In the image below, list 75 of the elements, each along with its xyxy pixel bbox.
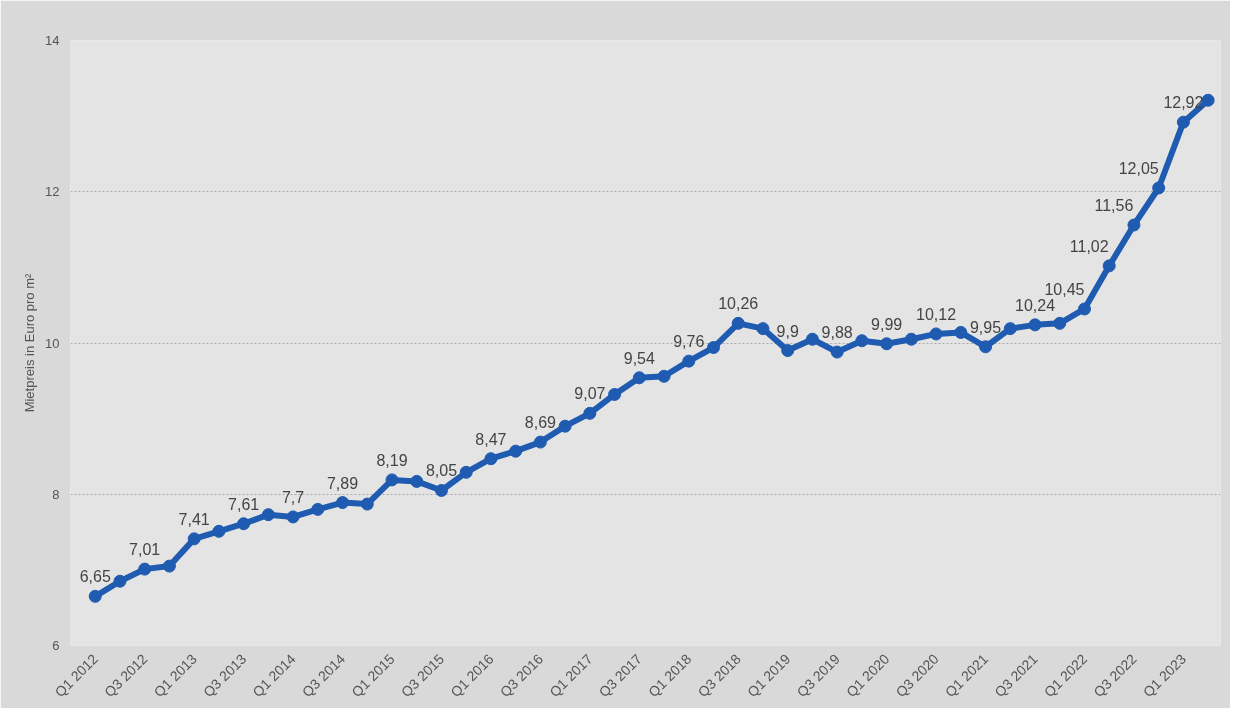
point: [1127, 218, 1141, 232]
point: [286, 510, 300, 524]
point: [212, 524, 226, 538]
point: [1077, 302, 1091, 316]
data-label: 10,26: [718, 295, 759, 313]
point: [459, 465, 473, 479]
point: [855, 334, 869, 348]
y-axis-title: Mietpreis in Euro pro m²: [22, 272, 38, 413]
point: [1003, 322, 1017, 336]
point: [781, 344, 795, 358]
point: [608, 387, 622, 401]
point: [187, 532, 201, 546]
point: [979, 340, 993, 354]
data-label: 10,45: [1044, 280, 1085, 298]
point: [509, 444, 523, 458]
data-label: 8,47: [475, 430, 507, 448]
y-tick-label: 12: [45, 184, 60, 200]
point: [1053, 316, 1067, 330]
point: [880, 337, 894, 351]
point: [632, 371, 646, 385]
data-label: 12,05: [1118, 159, 1159, 177]
point: [1152, 181, 1166, 195]
point: [311, 502, 325, 516]
point: [88, 589, 102, 603]
data-label: 9,99: [871, 315, 903, 333]
point: [484, 452, 498, 466]
point: [434, 483, 448, 497]
data-label: 9,88: [821, 324, 853, 342]
data-label: 7,01: [129, 541, 161, 559]
point: [682, 354, 696, 368]
point: [707, 341, 721, 355]
data-label: 7,89: [326, 474, 359, 492]
y-tick-label: 8: [52, 486, 60, 502]
point: [237, 517, 251, 531]
point: [583, 406, 597, 420]
point: [929, 327, 943, 341]
point: [731, 316, 745, 330]
point: [385, 473, 399, 487]
data-label: 6,65: [79, 568, 111, 586]
data-label: 9,95: [969, 318, 1002, 336]
point: [533, 435, 547, 449]
point: [1028, 318, 1042, 332]
point: [657, 369, 671, 383]
data-label: 9,54: [623, 349, 655, 367]
point: [410, 474, 424, 488]
data-label: 9,9: [776, 322, 799, 340]
point: [904, 332, 918, 346]
y-tick-label: 14: [45, 33, 60, 48]
point: [138, 562, 152, 576]
y-tick-label: 10: [45, 335, 60, 351]
point: [261, 508, 275, 522]
point: [113, 574, 127, 588]
data-label: 7,7: [281, 488, 305, 506]
data-label: 8,69: [524, 414, 557, 432]
data-label: 9,76: [673, 333, 705, 351]
point: [805, 332, 819, 346]
data-label: 8,05: [425, 462, 458, 480]
data-label: 10,12: [916, 305, 957, 323]
point: [162, 559, 176, 573]
data-label: 11,56: [1094, 197, 1134, 215]
point: [1176, 115, 1190, 129]
data-label: 9,07: [574, 385, 606, 403]
point: [558, 419, 572, 433]
point: [830, 345, 844, 359]
point: [1102, 259, 1116, 273]
y-tick-label: 6: [52, 638, 60, 653]
point: [360, 497, 374, 511]
data-label: 7,61: [228, 495, 260, 513]
data-label: 7,41: [178, 510, 210, 528]
data-label: 11,02: [1069, 237, 1109, 255]
point: [336, 496, 350, 510]
data-label: 10,24: [1015, 296, 1056, 314]
point: [756, 322, 770, 336]
point: [954, 325, 968, 339]
data-label: 8,19: [376, 451, 408, 469]
